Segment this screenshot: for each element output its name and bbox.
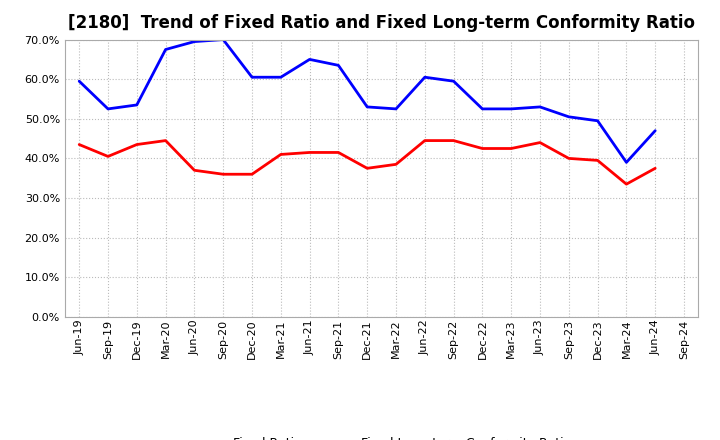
Fixed Ratio <box>420 74 429 80</box>
Fixed Ratio <box>564 114 573 119</box>
Fixed Long-term Conformity Ratio <box>392 161 400 167</box>
Fixed Ratio <box>248 74 256 80</box>
Title: [2180]  Trend of Fixed Ratio and Fixed Long-term Conformity Ratio: [2180] Trend of Fixed Ratio and Fixed Lo… <box>68 15 695 33</box>
Fixed Long-term Conformity Ratio <box>190 168 199 173</box>
Fixed Ratio <box>104 106 112 111</box>
Fixed Ratio <box>190 39 199 44</box>
Fixed Long-term Conformity Ratio <box>593 158 602 163</box>
Fixed Long-term Conformity Ratio <box>75 142 84 147</box>
Fixed Long-term Conformity Ratio <box>219 172 228 177</box>
Fixed Long-term Conformity Ratio <box>420 138 429 143</box>
Fixed Long-term Conformity Ratio <box>651 165 660 171</box>
Fixed Long-term Conformity Ratio <box>248 172 256 177</box>
Fixed Ratio <box>276 74 285 80</box>
Fixed Ratio <box>219 37 228 42</box>
Fixed Ratio <box>507 106 516 111</box>
Fixed Ratio <box>593 118 602 123</box>
Fixed Ratio <box>536 104 544 110</box>
Fixed Long-term Conformity Ratio <box>104 154 112 159</box>
Fixed Ratio <box>132 102 141 107</box>
Fixed Ratio <box>449 78 458 84</box>
Fixed Long-term Conformity Ratio <box>536 140 544 145</box>
Fixed Ratio <box>478 106 487 111</box>
Fixed Long-term Conformity Ratio <box>507 146 516 151</box>
Fixed Long-term Conformity Ratio <box>449 138 458 143</box>
Fixed Long-term Conformity Ratio <box>161 138 170 143</box>
Fixed Ratio <box>363 104 372 110</box>
Fixed Long-term Conformity Ratio <box>132 142 141 147</box>
Line: Fixed Ratio: Fixed Ratio <box>79 40 655 162</box>
Fixed Long-term Conformity Ratio <box>363 165 372 171</box>
Fixed Ratio <box>651 128 660 133</box>
Legend: Fixed Ratio, Fixed Long-term Conformity Ratio: Fixed Ratio, Fixed Long-term Conformity … <box>186 432 577 440</box>
Fixed Long-term Conformity Ratio <box>622 181 631 187</box>
Fixed Ratio <box>622 160 631 165</box>
Fixed Long-term Conformity Ratio <box>276 152 285 157</box>
Fixed Ratio <box>334 62 343 68</box>
Line: Fixed Long-term Conformity Ratio: Fixed Long-term Conformity Ratio <box>79 140 655 184</box>
Fixed Long-term Conformity Ratio <box>564 156 573 161</box>
Fixed Long-term Conformity Ratio <box>478 146 487 151</box>
Fixed Ratio <box>161 47 170 52</box>
Fixed Long-term Conformity Ratio <box>334 150 343 155</box>
Fixed Ratio <box>305 57 314 62</box>
Fixed Ratio <box>75 78 84 84</box>
Fixed Long-term Conformity Ratio <box>305 150 314 155</box>
Fixed Ratio <box>392 106 400 111</box>
